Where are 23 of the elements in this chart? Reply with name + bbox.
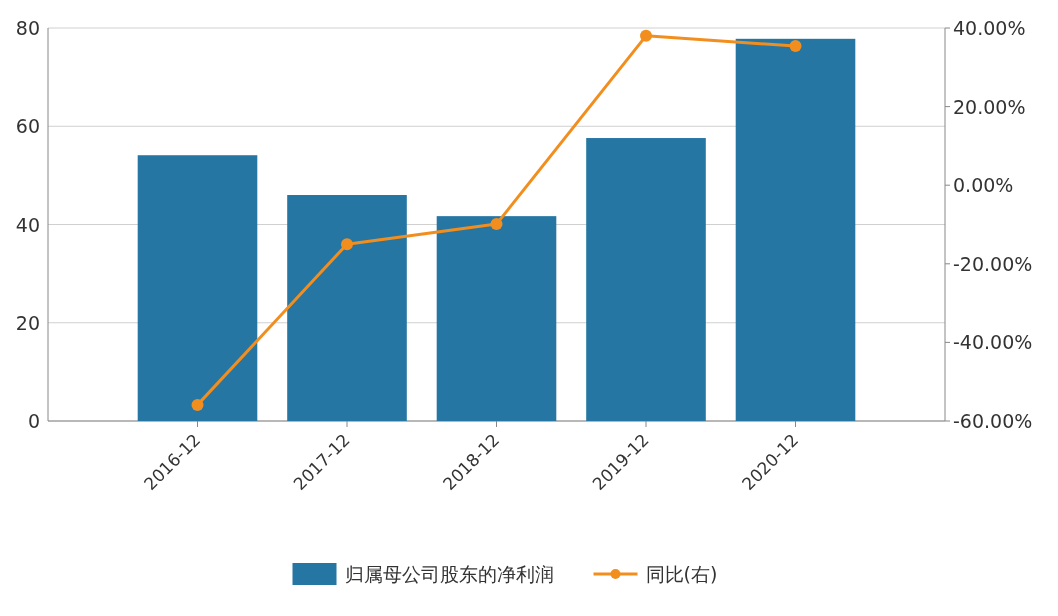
- y-tick-label: 40: [15, 213, 40, 236]
- bar: [735, 38, 856, 421]
- y-tick-label: 80: [15, 17, 40, 39]
- point: [640, 29, 652, 42]
- legend-label: 同比(右): [645, 563, 718, 585]
- y2-tick-label: -20.00%: [953, 252, 1033, 275]
- y-tick-label: 60: [15, 115, 40, 138]
- bar: [436, 216, 557, 421]
- y2-tick-label: 0.00%: [953, 174, 1014, 197]
- legend-label: 归属母公司股东的净利润: [344, 563, 554, 585]
- bar: [586, 138, 706, 421]
- y2-tick-label: 20.00%: [953, 95, 1026, 118]
- point: [789, 40, 802, 53]
- bar: [137, 155, 258, 421]
- point: [191, 398, 204, 411]
- bar: [287, 195, 407, 421]
- y2-tick-label: -40.00%: [953, 331, 1033, 354]
- y2-tick-label: 40.00%: [953, 17, 1026, 39]
- y2-tick-label: -60.00%: [953, 410, 1033, 432]
- point: [341, 238, 353, 251]
- y-tick-label: 0: [27, 410, 40, 432]
- point: [490, 218, 503, 231]
- y-tick-label: 20: [15, 311, 40, 334]
